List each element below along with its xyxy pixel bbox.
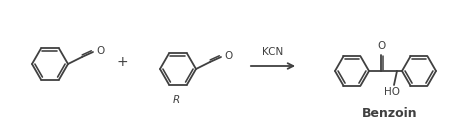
Text: R: R bbox=[173, 95, 180, 105]
Text: O: O bbox=[378, 41, 386, 51]
Text: KCN: KCN bbox=[263, 47, 283, 57]
Text: HO: HO bbox=[384, 87, 400, 97]
Text: O: O bbox=[224, 51, 232, 61]
Text: +: + bbox=[116, 55, 128, 69]
Text: O: O bbox=[96, 46, 104, 56]
Text: Benzoin: Benzoin bbox=[362, 107, 417, 120]
